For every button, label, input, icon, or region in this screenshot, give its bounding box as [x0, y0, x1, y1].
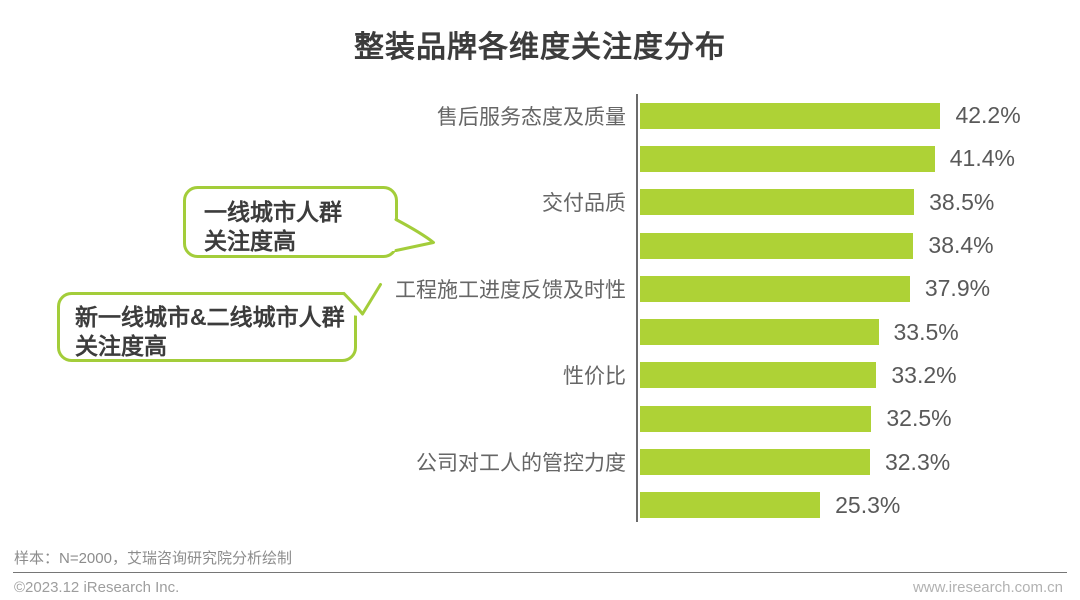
value-label: 32.5%	[886, 405, 952, 432]
value-label: 38.4%	[928, 232, 994, 259]
bar-row: 32.5%	[0, 397, 1080, 440]
bar-row: 38.4%	[0, 224, 1080, 267]
callout-line: 一线城市人群	[204, 199, 342, 225]
bar-row: 25.3%	[0, 484, 1080, 527]
callout-line: 关注度高	[204, 228, 296, 254]
bar-row: 工程施工进度反馈及时性 37.9%	[0, 267, 1080, 310]
bar	[640, 102, 941, 129]
footer-divider	[13, 572, 1067, 573]
value-label: 32.3%	[884, 448, 951, 475]
value-label: 38.5%	[929, 188, 995, 215]
bar	[640, 362, 877, 389]
bar-row: 公司对工人的管控力度 32.3%	[0, 440, 1080, 483]
value-label: 25.3%	[835, 491, 901, 518]
callout-text-tier1: 一线城市人群 关注度高	[204, 198, 342, 256]
bar-chart: 售后服务态度及质量 42.2% 41.4% 交付品质 38.5% 38.4% 工程施工进度反…	[0, 94, 1080, 528]
bar-row: 交付品质 38.5%	[0, 181, 1080, 224]
value-label: 37.9%	[924, 275, 991, 302]
category-label: 性价比	[563, 365, 626, 389]
value-label: 41.4%	[949, 145, 1015, 172]
callout-line: 新一线城市&二线城市人群	[75, 304, 345, 330]
category-label: 工程施工进度反馈及时性	[395, 278, 626, 302]
bar	[640, 145, 935, 172]
bar-row: 33.5%	[0, 310, 1080, 353]
bar	[640, 189, 915, 216]
callout-line: 关注度高	[75, 333, 167, 359]
bar	[640, 232, 914, 259]
bar-row: 性价比 33.2%	[0, 354, 1080, 397]
category-label: 交付品质	[542, 192, 626, 216]
category-label: 售后服务态度及质量	[437, 105, 626, 129]
y-axis-line	[636, 94, 638, 522]
value-label: 33.2%	[891, 361, 957, 388]
sample-note: 样本：N=2000，艾瑞咨询研究院分析绘制	[14, 550, 292, 567]
website-text: www.iresearch.com.cn	[912, 579, 1063, 596]
bar-rows: 售后服务态度及质量 42.2% 41.4% 交付品质 38.5% 38.4% 工程施工进度反…	[0, 94, 1080, 527]
value-label: 33.5%	[893, 318, 959, 345]
bar	[640, 405, 872, 432]
copyright-text: ©2023.12 iResearch Inc.	[14, 579, 180, 596]
bar	[640, 275, 910, 302]
page-title: 整装品牌各维度关注度分布	[354, 31, 726, 64]
category-label: 公司对工人的管控力度	[416, 452, 626, 476]
value-label: 42.2%	[955, 102, 1021, 129]
bar	[640, 319, 879, 346]
bar	[640, 449, 870, 476]
bar-row: 售后服务态度及质量 42.2%	[0, 94, 1080, 137]
bar	[640, 492, 821, 519]
bar-row: 41.4%	[0, 137, 1080, 180]
callout-text-tier2: 新一线城市&二线城市人群 关注度高	[75, 303, 345, 361]
